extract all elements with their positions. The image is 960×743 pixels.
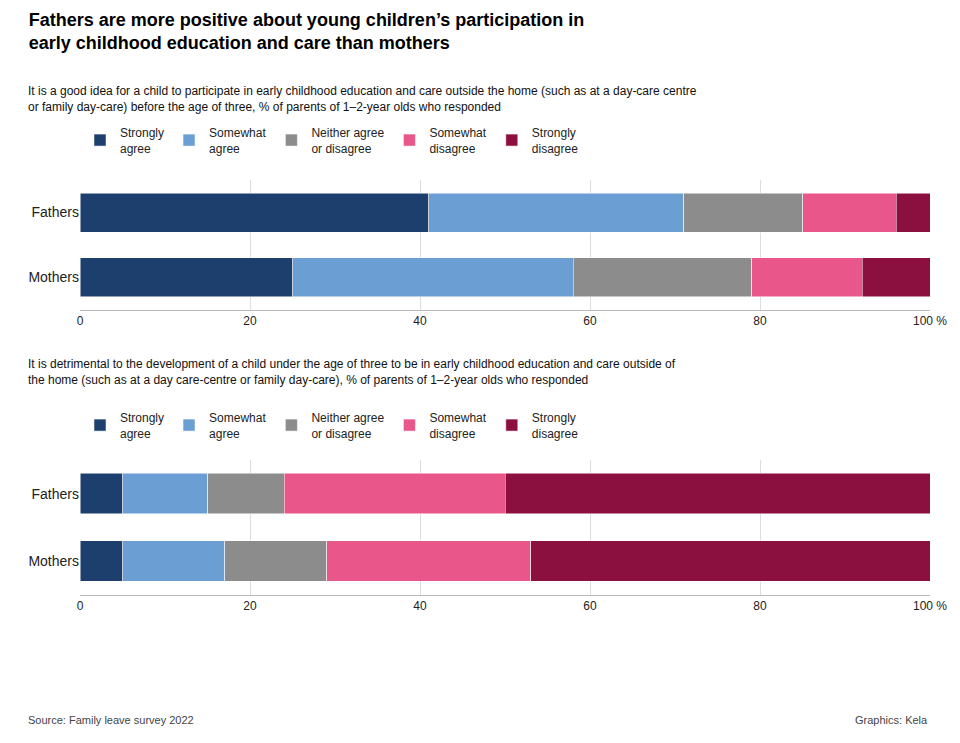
svg-text:20: 20 (243, 599, 257, 613)
svg-text:Somewhatagree: Somewhatagree (209, 411, 266, 441)
svg-text:Neither agreeor disagree: Neither agreeor disagree (311, 126, 384, 156)
svg-text:40: 40 (413, 599, 427, 613)
svg-text:100 %: 100 % (913, 599, 947, 613)
svg-text:Fathers: Fathers (32, 486, 79, 502)
svg-text:It is detrimental to the devel: It is detrimental to the development of … (28, 357, 676, 387)
svg-text:Fathers: Fathers (32, 204, 79, 220)
svg-text:Neither agreeor disagree: Neither agreeor disagree (311, 411, 384, 441)
svg-text:60: 60 (583, 599, 597, 613)
svg-text:80: 80 (753, 314, 767, 328)
svg-text:Source: Family leave survey 20: Source: Family leave survey 2022 (28, 714, 194, 726)
svg-text:40: 40 (413, 314, 427, 328)
svg-text:60: 60 (583, 314, 597, 328)
svg-text:0: 0 (77, 599, 84, 613)
svg-text:Mothers: Mothers (28, 553, 79, 569)
svg-text:80: 80 (753, 599, 767, 613)
svg-text:20: 20 (243, 314, 257, 328)
svg-text:Mothers: Mothers (28, 269, 79, 285)
svg-text:Somewhatdisagree: Somewhatdisagree (429, 126, 486, 156)
svg-text:Stronglydisagree: Stronglydisagree (532, 411, 578, 441)
svg-text:Stronglyagree: Stronglyagree (120, 411, 164, 441)
svg-text:Somewhatagree: Somewhatagree (209, 126, 266, 156)
svg-text:Fathers are more positive abou: Fathers are more positive about young ch… (29, 10, 584, 53)
svg-text:100 %: 100 % (913, 314, 947, 328)
svg-text:It is a good idea for a child: It is a good idea for a child to partici… (28, 84, 697, 114)
svg-text:Somewhatdisagree: Somewhatdisagree (429, 411, 486, 441)
svg-text:Stronglyagree: Stronglyagree (120, 126, 164, 156)
svg-text:0: 0 (77, 314, 84, 328)
svg-text:Graphics: Kela: Graphics: Kela (855, 714, 928, 726)
svg-text:Stronglydisagree: Stronglydisagree (532, 126, 578, 156)
